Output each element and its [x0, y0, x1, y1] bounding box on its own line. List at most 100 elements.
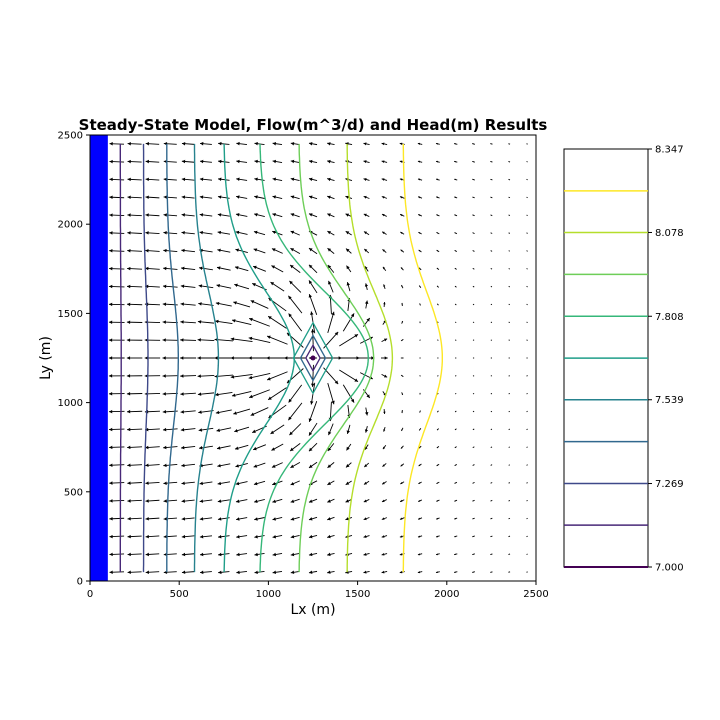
flow-arrow — [472, 392, 475, 395]
flow-arrow — [453, 143, 458, 145]
well-point — [310, 355, 316, 361]
flow-arrow — [436, 285, 439, 288]
flow-arrow — [181, 266, 196, 271]
flow-arrow — [342, 313, 355, 332]
flow-arrow — [417, 553, 423, 556]
flow-arrow — [197, 356, 215, 360]
flow-arrow — [472, 481, 475, 484]
flow-arrow — [363, 213, 370, 217]
flow-arrow — [418, 463, 422, 467]
well-contour — [305, 343, 321, 373]
flow-arrow — [526, 446, 528, 448]
flow-arrow — [290, 247, 301, 255]
flow-arrow — [327, 247, 335, 254]
flow-arrow — [490, 464, 493, 466]
flow-arrow — [346, 265, 352, 273]
flow-arrow — [419, 303, 421, 306]
flow-arrow — [436, 499, 440, 502]
flow-arrow — [252, 265, 267, 272]
well-marker — [292, 321, 334, 395]
flow-arrow — [199, 552, 212, 557]
colorbar: 8.347 8.078 7.808 7.539 7.269 7.000 — [563, 145, 684, 574]
flow-arrow — [127, 195, 142, 199]
chart-title: Steady-State Model, Flow(m^3/d) and Head… — [79, 116, 548, 134]
well-contour — [292, 321, 334, 395]
flow-arrow — [454, 339, 457, 341]
flow-arrow — [472, 303, 475, 306]
flow-arrow — [290, 141, 300, 146]
flow-arrow — [253, 248, 266, 254]
flow-arrow — [290, 213, 300, 218]
x-tick-label: 500 — [170, 589, 189, 600]
flow-arrow — [126, 392, 143, 396]
flow-arrow — [109, 195, 125, 200]
flow-arrow — [289, 280, 302, 293]
flow-arrow — [381, 552, 388, 556]
flow-arrow — [526, 464, 528, 466]
flow-arrow — [345, 142, 353, 146]
flow-arrow — [490, 178, 493, 181]
flow-arrow — [163, 499, 178, 503]
flow-arrow — [217, 230, 231, 235]
flow-arrow — [199, 159, 212, 164]
flow-arrow — [270, 281, 285, 292]
flow-arrow — [526, 214, 528, 216]
flow-arrow — [199, 517, 213, 521]
contour-line — [298, 143, 375, 573]
flow-arrow — [400, 267, 404, 271]
flow-arrow — [490, 482, 493, 484]
flow-arrow — [327, 230, 335, 236]
flow-arrow — [490, 303, 493, 306]
flow-arrow — [127, 427, 143, 432]
flow-arrow — [490, 499, 493, 502]
flow-arrow — [272, 195, 283, 200]
flow-arrow — [272, 516, 283, 521]
flow-arrow — [435, 553, 440, 556]
flow-arrow — [436, 303, 439, 306]
flow-arrow — [418, 428, 422, 431]
flow-arrow — [400, 339, 404, 342]
flow-arrow — [162, 320, 178, 324]
flow-arrow — [435, 160, 440, 163]
flow-arrow — [363, 517, 370, 521]
flow-arrow — [400, 463, 405, 467]
flow-arrow — [109, 249, 125, 253]
flow-arrow — [472, 196, 475, 199]
flow-arrow — [236, 195, 248, 199]
flow-arrow — [508, 375, 510, 377]
flow-arrow — [508, 161, 511, 163]
flow-arrow — [363, 195, 370, 199]
flow-arrow — [472, 535, 475, 538]
contour-line — [166, 143, 180, 573]
flow-arrow — [400, 481, 405, 485]
flow-arrow — [180, 392, 196, 396]
flow-arrow — [400, 445, 404, 449]
flow-arrow — [437, 321, 439, 324]
flow-arrow — [235, 481, 248, 486]
flow-arrow — [417, 178, 423, 181]
flow-arrow — [288, 313, 303, 332]
flow-arrow — [383, 409, 386, 414]
y-tick-label: 2500 — [58, 131, 83, 142]
flow-arrow — [145, 141, 160, 146]
flow-arrow — [472, 446, 475, 449]
flow-arrow — [472, 178, 475, 181]
head-contours — [119, 143, 443, 573]
flow-arrow — [417, 535, 423, 538]
flow-arrow — [163, 517, 177, 521]
flow-arrow — [235, 213, 248, 217]
flow-arrow — [382, 249, 387, 253]
flow-arrow — [180, 410, 196, 414]
flow-arrow — [526, 535, 528, 538]
flow-arrow — [490, 339, 493, 341]
flow-arrow — [419, 321, 421, 324]
flow-arrow — [272, 159, 283, 164]
flow-arrow — [181, 463, 195, 468]
flow-arrow — [401, 392, 404, 396]
flow-arrow — [472, 143, 476, 145]
flow-arrow — [436, 196, 440, 199]
flow-arrow — [339, 333, 359, 347]
colorbar-tick-label: 7.539 — [655, 395, 684, 406]
flow-arrow — [126, 409, 143, 414]
flow-arrow — [308, 516, 318, 521]
